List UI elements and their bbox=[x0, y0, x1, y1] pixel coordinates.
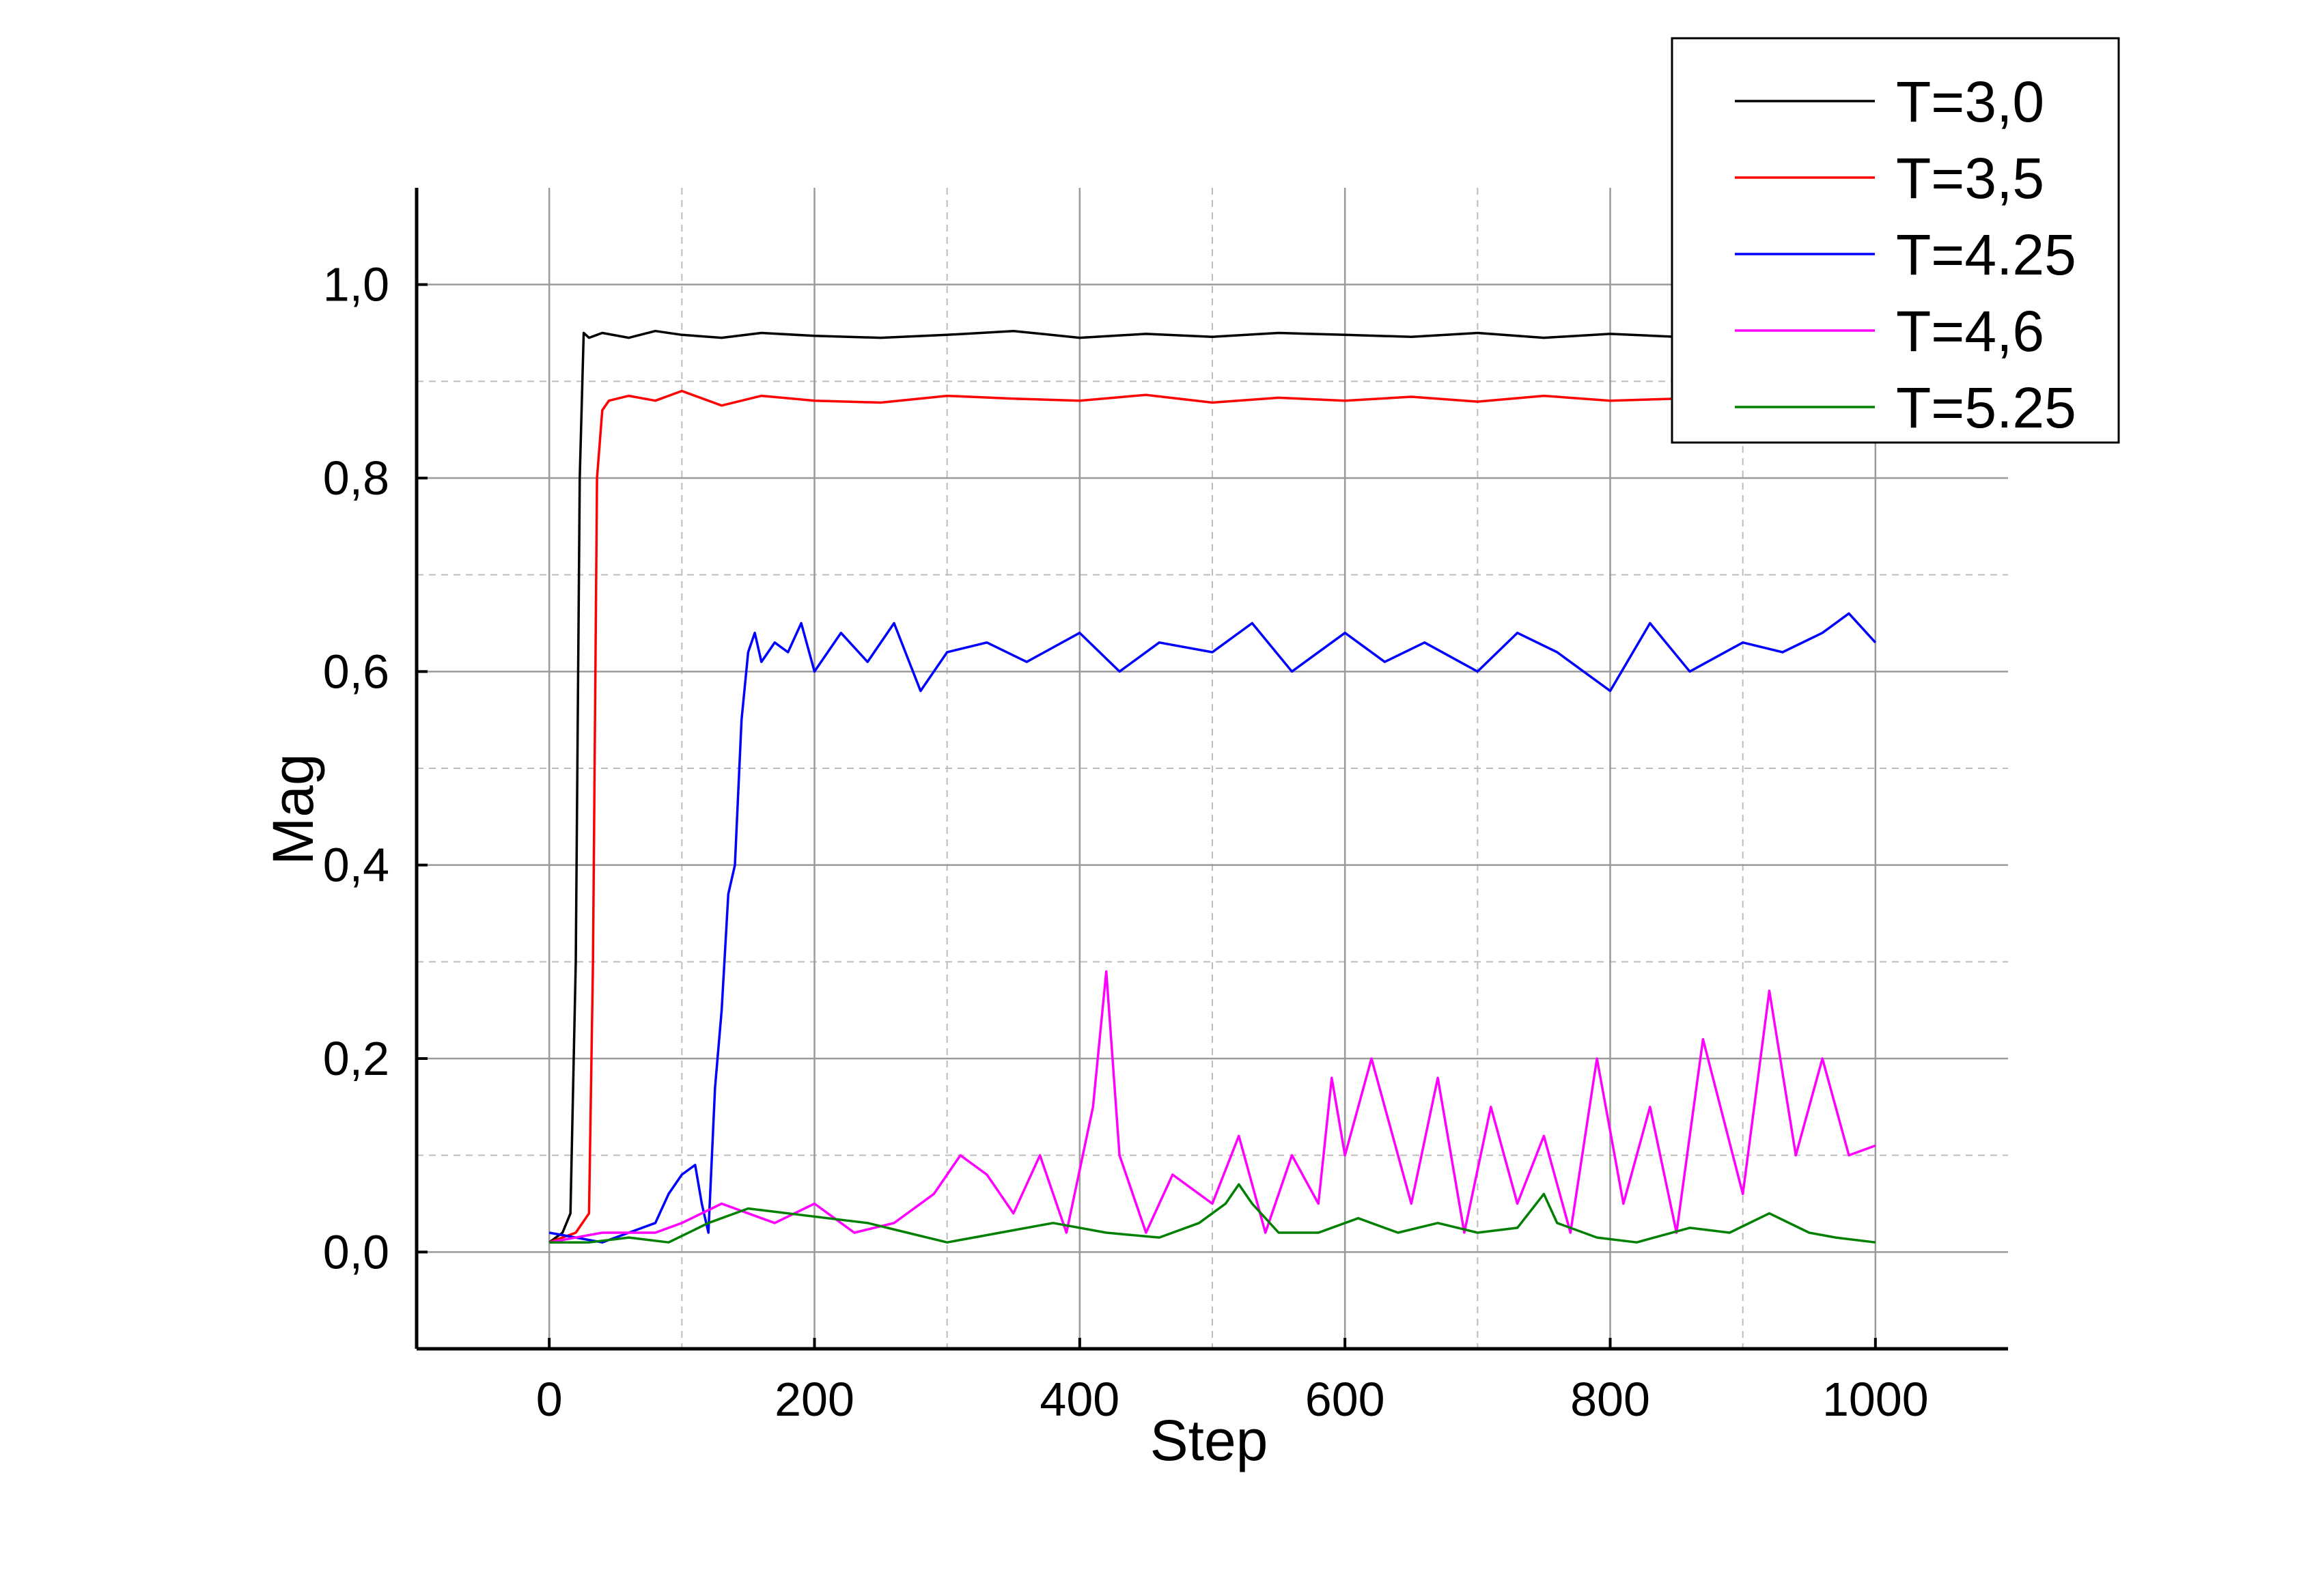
tick-labels: 0 200 400 600 800 1000 0,0 0,2 0,4 0,6 0,8 1,0 bbox=[323, 258, 1929, 1426]
y-tick-label: 0,0 bbox=[323, 1225, 389, 1278]
x-tick-label: 400 bbox=[1040, 1373, 1119, 1426]
legend-label-4: T=4,6 bbox=[1896, 299, 2044, 363]
legend-label-5: T=5.25 bbox=[1896, 376, 2076, 440]
legend: T=3,0 T=3,5 T=4.25 T=4,6 T=5.25 bbox=[1671, 37, 2120, 444]
series-lines bbox=[548, 329, 1877, 1244]
y-axis-title: Mag bbox=[261, 753, 325, 865]
x-tick-label: 600 bbox=[1305, 1373, 1385, 1426]
series-line-5 bbox=[549, 1183, 1876, 1244]
y-tick-label: 0,8 bbox=[323, 451, 389, 505]
x-tick-label: 800 bbox=[1570, 1373, 1650, 1426]
series-line-2 bbox=[548, 389, 1876, 1244]
legend-label-1: T=3,0 bbox=[1896, 70, 2044, 134]
x-tick-label: 200 bbox=[775, 1373, 854, 1426]
series-line-3 bbox=[548, 612, 1877, 1244]
series-line-1 bbox=[548, 329, 1876, 1244]
axes bbox=[415, 188, 2008, 1351]
legend-label-2: T=3,5 bbox=[1896, 146, 2044, 210]
y-tick-label: 0,4 bbox=[323, 839, 389, 892]
y-tick-label: 0,6 bbox=[323, 645, 389, 698]
legend-label-3: T=4.25 bbox=[1896, 223, 2076, 287]
y-tick-label: 0,2 bbox=[323, 1032, 389, 1085]
x-axis-title: Step bbox=[1150, 1408, 1268, 1472]
series-line-4 bbox=[548, 970, 1876, 1244]
x-tick-label: 1000 bbox=[1822, 1373, 1929, 1426]
legend-box bbox=[1671, 37, 2120, 444]
y-tick-label: 1,0 bbox=[323, 258, 389, 311]
x-tick-label: 0 bbox=[536, 1373, 563, 1426]
